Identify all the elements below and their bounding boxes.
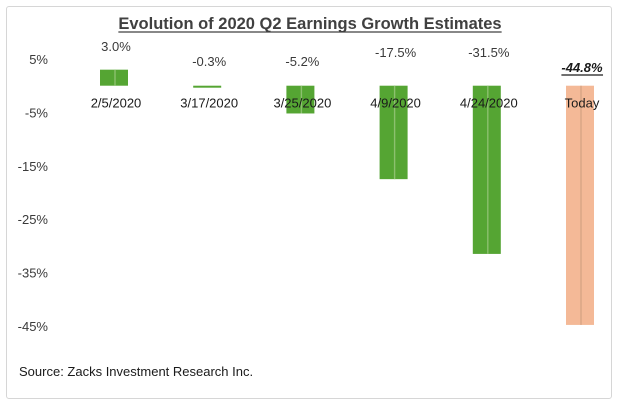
y-axis-ticks: 5% -5% -15% -25% -35% -45% [18, 52, 49, 334]
bars [100, 69, 594, 325]
y-tick-label: -35% [18, 266, 49, 281]
chart-title: Evolution of 2020 Q2 Earnings Growth Est… [118, 15, 501, 33]
x-category-label: Today [565, 96, 600, 111]
bar-4-24-2020 [472, 85, 501, 254]
data-label: 3.0% [101, 39, 131, 54]
data-label: -5.2% [285, 54, 319, 69]
x-category-label: 2/5/2020 [91, 96, 142, 111]
bar-today [566, 85, 594, 325]
y-tick-label: -5% [25, 105, 49, 120]
bar-4-9-2020 [379, 85, 408, 180]
y-tick-label: 5% [29, 52, 48, 67]
y-tick-label: -45% [18, 319, 49, 334]
data-label: -17.5% [375, 45, 417, 60]
y-tick-label: -25% [18, 212, 49, 227]
bar-3-25-2020 [286, 85, 315, 114]
y-tick-label: -15% [18, 159, 49, 174]
data-label: -44.8% [561, 60, 603, 75]
x-axis-categories: 2/5/2020 3/17/2020 3/25/2020 4/9/2020 4/24/2… [91, 96, 600, 111]
bar-2-5-2020 [100, 69, 128, 86]
source-note: Source: Zacks Investment Research Inc. [19, 364, 253, 379]
chart-frame [6, 6, 612, 399]
x-category-label: 4/24/2020 [460, 96, 518, 111]
bar-3-17-2020 [193, 85, 222, 88]
x-category-label: 3/25/2020 [273, 96, 331, 111]
data-label: -0.3% [192, 54, 226, 69]
data-label: -31.5% [468, 45, 510, 60]
x-category-label: 4/9/2020 [370, 96, 421, 111]
x-category-label: 3/17/2020 [180, 96, 238, 111]
data-labels: 3.0% -0.3% -5.2% -17.5% -31.5% -44.8% [101, 39, 604, 76]
